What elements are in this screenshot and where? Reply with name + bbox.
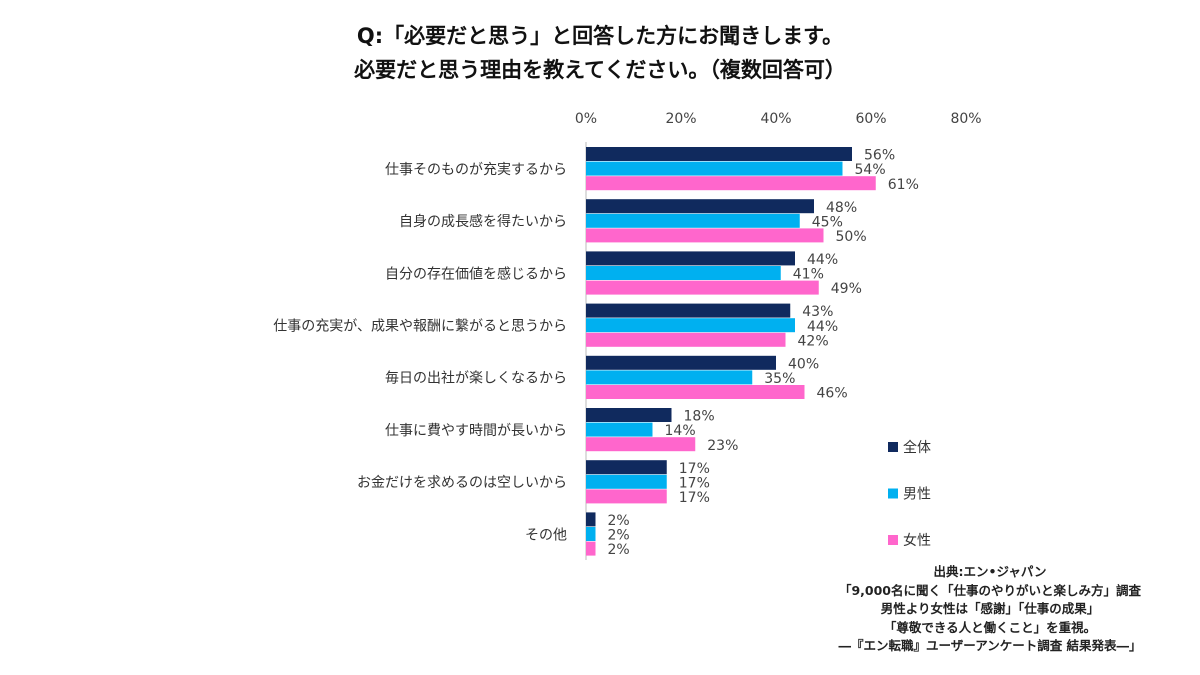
bar-2 [586,385,805,399]
legend-swatch [888,488,898,499]
x-tick-label: 20% [665,111,696,127]
category-label: 自分の存在価値を感じるから [385,265,567,282]
bar-0 [586,408,672,422]
legend-label: 全体 [903,439,931,456]
data-label: 17% [679,461,710,477]
data-label: 18% [684,409,715,425]
data-label: 54% [855,162,886,178]
bar-1 [586,213,800,228]
data-label: 23% [707,438,738,454]
data-label: 43% [802,304,833,320]
bar-0 [586,460,667,475]
legend-label: 男性 [903,487,931,503]
category-label: その他 [525,527,567,543]
data-label: 17% [679,490,710,506]
source-line: 「9,000名に聞く「仕事のやりがいと楽しみ方」調査 [838,582,1142,598]
data-label: 46% [817,386,848,402]
data-label: 61% [888,177,919,193]
bar-0 [586,303,791,318]
chart-title-line1: Q:「必要だと思う」と回答した方にお聞きします。 [356,24,844,48]
bar-1 [586,318,795,333]
bar-1 [586,161,843,176]
bar-2 [586,280,819,295]
bar-2 [586,437,696,452]
x-tick-label: 0% [575,111,597,127]
data-label: 44% [807,252,838,268]
data-label: 2% [608,513,630,529]
bar-1 [586,474,667,489]
bar-2 [586,541,596,556]
source-line: 「尊敬できる人と働くこと」を重視。 [883,619,1097,635]
bar-2 [586,228,824,243]
data-label: 14% [665,423,696,439]
source-line: 男性より女性は「感謝」「仕事の成果」 [880,601,1100,616]
bar-0 [586,512,596,527]
data-label: 42% [798,333,829,349]
data-label: 41% [793,267,824,283]
legend-label: 女性 [903,532,931,549]
data-label: 49% [831,281,862,297]
category-label: 自身の成長感を得たいから [399,213,567,230]
legend-swatch [888,442,898,452]
bar-0 [586,355,776,370]
data-label: 48% [826,200,857,216]
source-line: ―『エン転職』ユーザーアンケート調査 結果発表―」 [838,638,1142,653]
bar-0 [586,199,814,214]
bar-1 [586,370,753,385]
data-label: 44% [807,319,838,335]
x-tick-label: 80% [950,111,981,127]
bar-1 [586,422,653,437]
data-label: 45% [812,214,843,230]
bar-0 [586,251,795,266]
bar-0 [586,147,852,161]
bar-1 [586,527,596,541]
data-label: 40% [788,356,819,372]
x-tick-label: 40% [760,111,791,127]
bar-2 [586,489,667,504]
data-label: 17% [679,475,710,491]
category-label: 仕事の充実が、成果や報酬に繋がると思うから [273,319,567,335]
data-label: 2% [608,542,630,558]
legend-swatch [888,535,898,545]
source-note: 出典:エン•ジャパン 「9,000名に聞く「仕事のやりがいと楽しみ方」調査 男性… [810,563,1170,656]
x-tick-label: 60% [855,111,886,127]
source-line: 出典:エン•ジャパン [933,564,1047,579]
data-label: 56% [864,148,895,164]
bar-2 [586,176,876,191]
category-label: 仕事に費やす時間が長いから [385,423,567,439]
category-label: 毎日の出社が楽しくなるから [385,371,567,387]
category-label: 仕事そのものが充実するから [385,162,567,178]
data-label: 50% [836,229,867,245]
data-label: 2% [608,528,630,544]
chart-title-line2: 必要だと思う理由を教えてください。（複数回答可） [354,58,846,82]
data-label: 35% [764,371,795,387]
bar-2 [586,332,786,347]
bar-1 [586,266,781,280]
category-label: お金だけを求めるのは空しいから [357,475,567,491]
